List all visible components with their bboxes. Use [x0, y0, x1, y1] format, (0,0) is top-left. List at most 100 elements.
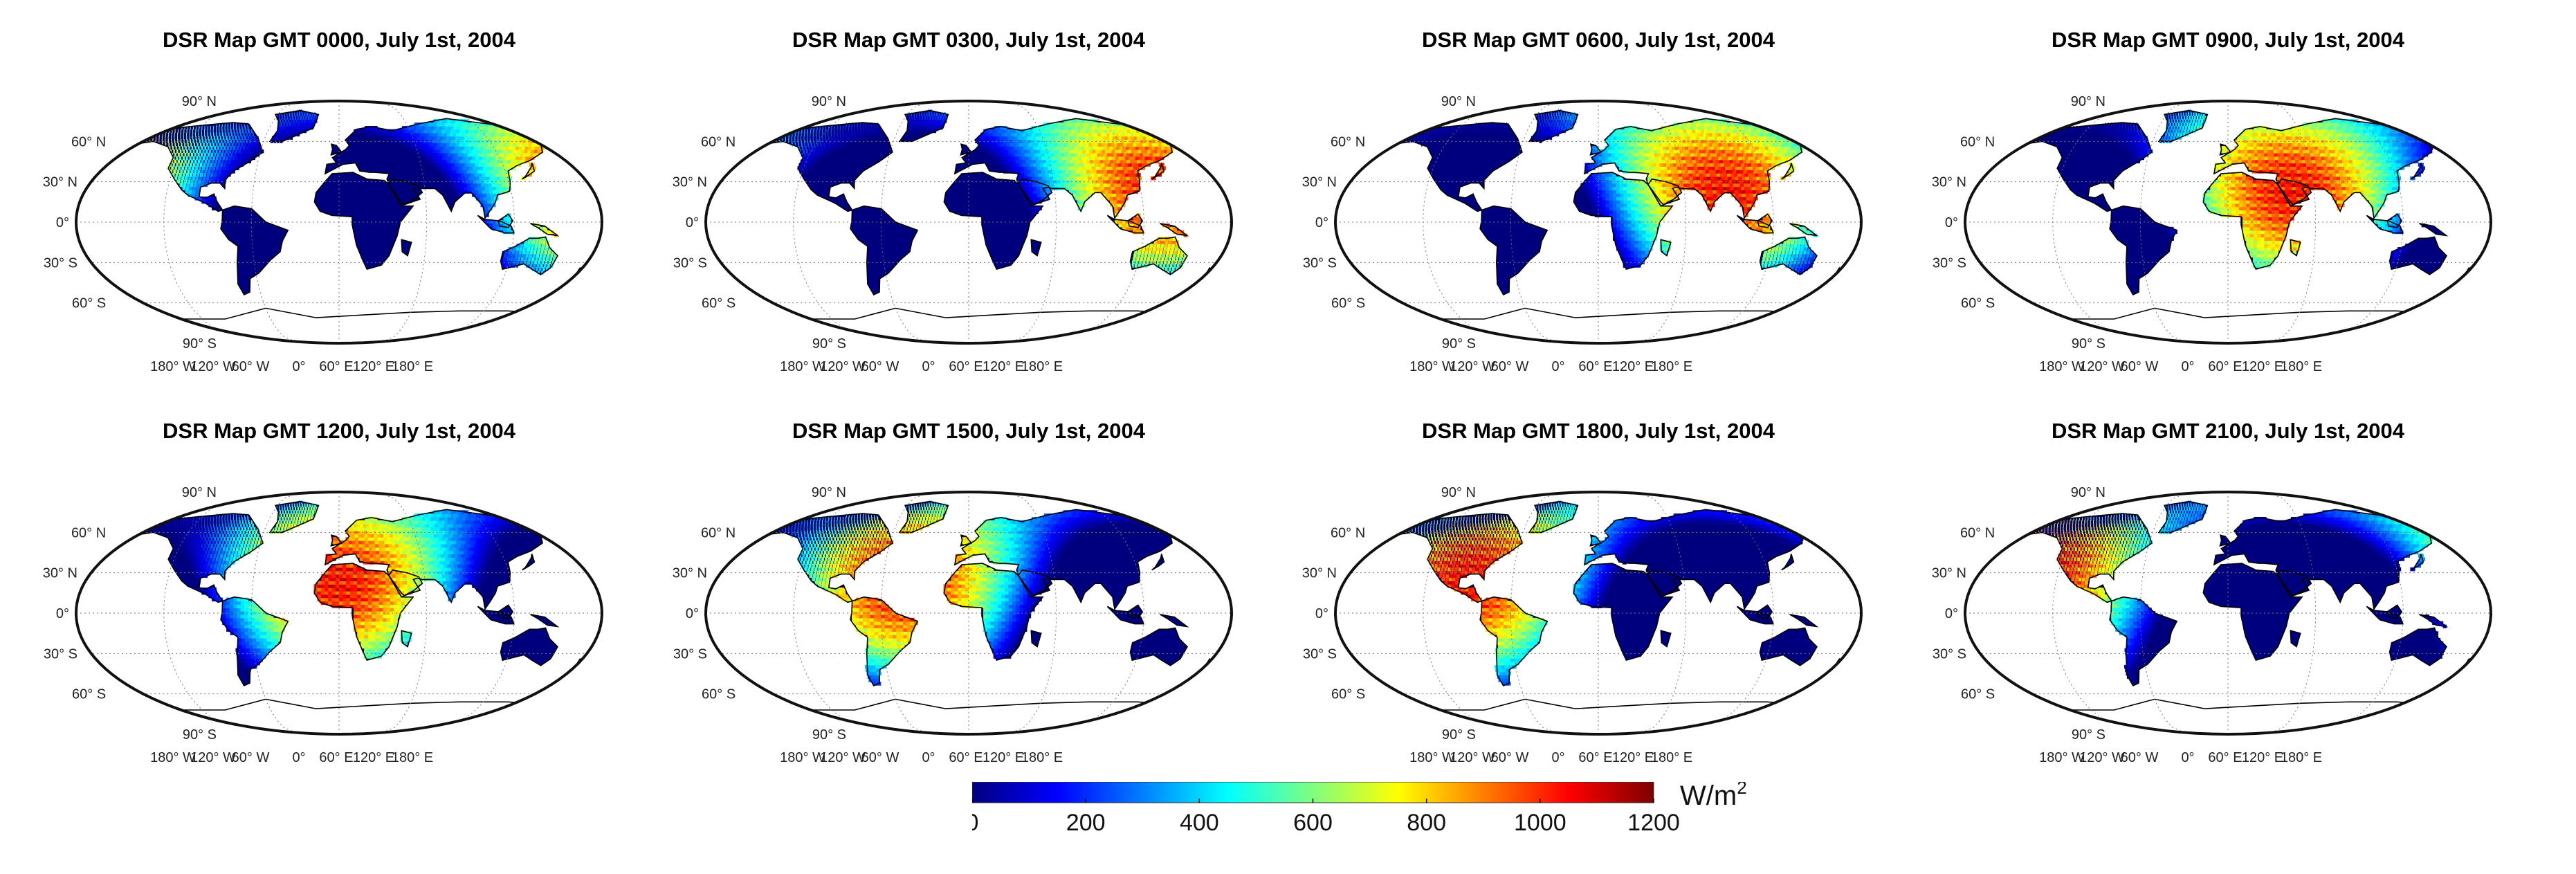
- map-body: [1335, 101, 1861, 343]
- lon-label: 180° W: [780, 359, 825, 374]
- coastline-indonesia: [1736, 215, 1774, 234]
- lat-label: 0°: [1315, 215, 1328, 230]
- land-northAmerica: [764, 122, 893, 212]
- land-australia: [1130, 628, 1187, 666]
- coastline-australia: [2388, 627, 2448, 666]
- map-frame: [1964, 491, 2492, 736]
- lat-label: 30° N: [43, 566, 77, 581]
- lon-label: 180° E: [392, 750, 433, 765]
- map-frame: [1334, 491, 1863, 736]
- lon-label: 180° W: [150, 359, 196, 374]
- coastline-southAmerica: [2109, 205, 2178, 296]
- coastline-newGuinea: [1789, 614, 1819, 628]
- coastline-northAmerica: [134, 513, 264, 603]
- map-frame: [1964, 100, 2492, 345]
- lon-label: 120° E: [1612, 750, 1654, 765]
- map-body: [76, 492, 602, 734]
- lat-label: 0°: [1315, 606, 1328, 621]
- coastline-africa: [943, 172, 1044, 271]
- lat-label: 30° N: [43, 175, 77, 190]
- lat-label: 0°: [56, 215, 69, 230]
- land-borneo: [498, 605, 513, 619]
- lat-label: 30° S: [1933, 646, 1966, 662]
- lon-label: 180° W: [1409, 359, 1455, 374]
- graticule: [1965, 101, 2491, 343]
- lat-label: 30° S: [1303, 255, 1337, 271]
- graticule: [1965, 492, 2491, 734]
- coastline-borneo: [2386, 213, 2403, 228]
- lat-label: 90° N: [2071, 485, 2105, 500]
- coastline-indonesia: [1106, 215, 1144, 234]
- coastline-borneo: [2386, 604, 2403, 619]
- colorbar-tick-label: 1200: [1627, 810, 1680, 836]
- coastline-southAmerica: [220, 596, 289, 687]
- map-frame: [704, 491, 1233, 736]
- coastline-uk: [2219, 143, 2232, 156]
- coastline-madagascar: [401, 630, 412, 648]
- coastline-australia: [1129, 627, 1189, 666]
- lon-label: 120° W: [2079, 359, 2125, 374]
- coastline-indonesia: [1106, 606, 1144, 625]
- coastline-southAmerica: [850, 205, 919, 296]
- map-panel-gmt-1500: DSR Map GMT 1500, July 1st, 2004 90° N 60…: [657, 419, 1280, 806]
- lon-label: 0°: [1551, 750, 1564, 765]
- coastline-indonesia: [477, 606, 515, 625]
- coastline-borneo: [1757, 213, 1773, 228]
- lat-label: 0°: [1945, 215, 1958, 230]
- lat-label: 30° S: [673, 646, 707, 662]
- lat-label: 60° N: [701, 134, 736, 149]
- lon-label: 60° E: [1578, 359, 1612, 374]
- map-panel-gmt-2100: DSR Map GMT 2100, July 1st, 2004 90° N 60…: [1917, 419, 2539, 806]
- coastline-madagascar: [2290, 239, 2301, 257]
- panel-title: DSR Map GMT 0600, July 1st, 2004: [1422, 28, 1775, 52]
- land-newGuinea: [1789, 614, 1817, 627]
- lat-label: 0°: [686, 215, 699, 230]
- coastline-arabiaFill: [1017, 178, 1053, 207]
- panel-title: DSR Map GMT 1200, July 1st, 2004: [163, 419, 515, 443]
- land-australia: [500, 628, 558, 666]
- coastline-australia: [1129, 236, 1189, 275]
- lon-label: 120° W: [190, 750, 236, 765]
- coastline-greenland: [2157, 500, 2209, 534]
- coastline-uk: [330, 534, 343, 547]
- lat-label: 60° N: [71, 525, 106, 540]
- map-panel-gmt-0000: DSR Map GMT 0000, July 1st, 2004 90° N 60…: [28, 28, 650, 415]
- coastline-newGuinea: [530, 614, 560, 628]
- land-newGuinea: [530, 614, 558, 627]
- coastline-indonesia: [1736, 606, 1774, 625]
- coastline-southAmerica: [2109, 596, 2178, 687]
- coastline-uk: [1589, 534, 1602, 547]
- lon-label: 180° E: [1021, 359, 1063, 374]
- coastline-newGuinea: [1160, 614, 1189, 628]
- lat-label: 60° N: [701, 525, 736, 540]
- lon-label: 180° E: [2281, 359, 2322, 374]
- colorbar-tick-label: 600: [1293, 810, 1333, 836]
- lat-label: 90° N: [2071, 94, 2105, 109]
- lat-label: 90° S: [183, 336, 217, 352]
- coastline-africa: [2202, 172, 2303, 271]
- map-panel-gmt-0600: DSR Map GMT 0600, July 1st, 2004 90° N 60…: [1287, 28, 1910, 415]
- coastline-northAmerica: [1393, 122, 1523, 212]
- map-frame: [704, 100, 1233, 345]
- lat-label: 30° S: [673, 255, 707, 271]
- coastline-australia: [2388, 236, 2448, 275]
- lat-label: 30° S: [1933, 255, 1966, 271]
- coastline-madagascar: [1660, 630, 1672, 648]
- coastline-madagascar: [1660, 239, 1672, 257]
- colorbar-tick-label: 200: [1066, 810, 1106, 836]
- coastline-uk: [960, 143, 973, 156]
- coastline-greenland: [268, 500, 320, 534]
- lon-label: 180° W: [1409, 750, 1455, 765]
- lon-label: 180° W: [2039, 750, 2085, 765]
- coastline-africa: [313, 563, 414, 662]
- lon-label: 0°: [922, 359, 935, 374]
- coastline-arabiaFill: [387, 569, 423, 598]
- lat-label: 90° S: [1442, 336, 1476, 352]
- lat-label: 60° N: [1960, 134, 1995, 149]
- coastline-australia: [1759, 236, 1818, 275]
- lat-label: 60° S: [1331, 687, 1365, 702]
